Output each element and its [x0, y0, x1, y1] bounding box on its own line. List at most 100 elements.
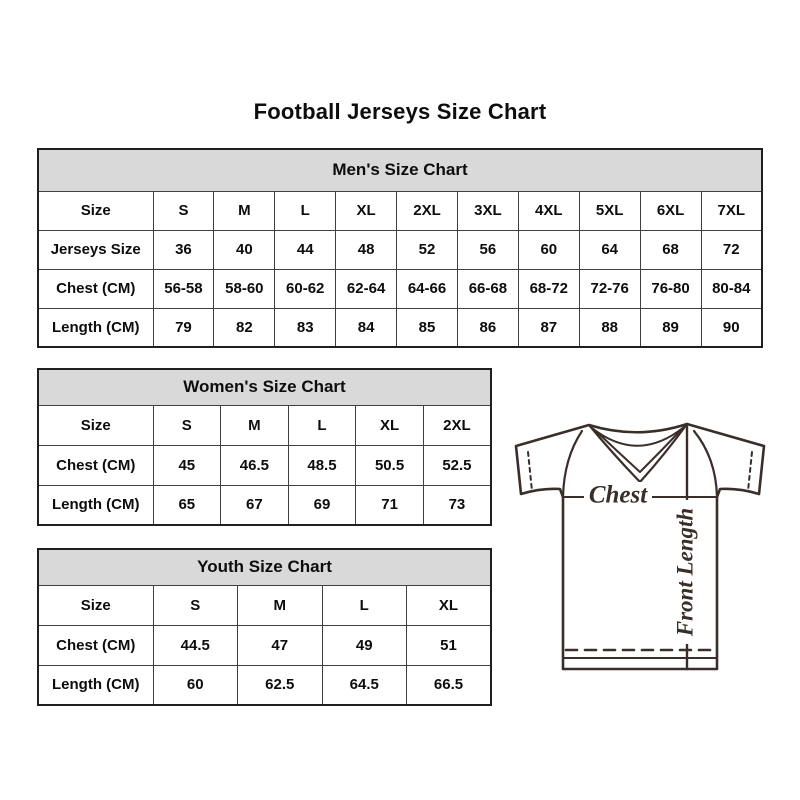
length-cell: 86 — [456, 307, 519, 348]
jerseys-size-cell: 72 — [700, 229, 763, 270]
table-row: Chest (CM) 44.5 47 49 51 — [37, 624, 492, 666]
youth-size-table: Youth Size Chart Size S M L XL Chest (CM… — [37, 548, 492, 706]
jersey-measurement-diagram: Chest Front Length — [498, 405, 783, 685]
length-cell: 60 — [152, 664, 238, 706]
chest-cell: 66-68 — [456, 268, 519, 309]
size-cell: S — [152, 190, 215, 231]
jersey-outline — [514, 422, 766, 671]
mens-size-table: Men's Size Chart Size S M L XL 2XL 3XL 4… — [37, 148, 763, 348]
size-cell: M — [220, 404, 289, 446]
womens-table-header: Women's Size Chart — [37, 368, 492, 406]
length-cell: 87 — [517, 307, 580, 348]
size-cell: M — [237, 584, 323, 626]
chest-cell: 56-58 — [152, 268, 215, 309]
right-cuff-dash — [747, 451, 753, 492]
chest-cell: 80-84 — [700, 268, 763, 309]
row-label-chest: Chest (CM) — [37, 268, 154, 309]
size-cell: 2XL — [396, 190, 458, 231]
chest-cell: 62-64 — [335, 268, 398, 309]
row-label-length: Length (CM) — [37, 484, 154, 526]
jerseys-size-cell: 48 — [335, 229, 398, 270]
chest-cell: 46.5 — [220, 444, 289, 486]
length-cell: 79 — [152, 307, 215, 348]
length-cell: 83 — [274, 307, 337, 348]
length-cell: 88 — [578, 307, 641, 348]
row-label-length: Length (CM) — [37, 664, 154, 706]
table-row: Jerseys Size 36 40 44 48 52 56 60 64 68 … — [37, 229, 763, 270]
size-cell: 2XL — [422, 404, 492, 446]
left-sleeve-seam — [561, 429, 584, 499]
size-cell: 4XL — [517, 190, 580, 231]
size-cell: XL — [335, 190, 398, 231]
size-cell: XL — [355, 404, 424, 446]
jerseys-size-cell: 64 — [578, 229, 641, 270]
length-cell: 62.5 — [237, 664, 323, 706]
mens-table-header: Men's Size Chart — [37, 148, 763, 192]
length-cell: 73 — [422, 484, 492, 526]
table-row: Chest (CM) 56-58 58-60 60-62 62-64 64-66… — [37, 268, 763, 309]
jerseys-size-cell: 44 — [274, 229, 337, 270]
size-cell: M — [213, 190, 276, 231]
collar-inner-arc — [591, 426, 685, 447]
row-label-length: Length (CM) — [37, 307, 154, 348]
chest-cell: 51 — [406, 624, 492, 666]
front-length-label: Front Length — [672, 508, 697, 637]
size-cell: L — [321, 584, 407, 626]
jerseys-size-cell: 36 — [152, 229, 215, 270]
chest-cell: 44.5 — [152, 624, 238, 666]
front-length-label-bg — [672, 500, 702, 644]
table-row: Length (CM) 60 62.5 64.5 66.5 — [37, 664, 492, 706]
chest-cell: 52.5 — [422, 444, 492, 486]
chest-cell: 64-66 — [396, 268, 458, 309]
size-cell: 5XL — [578, 190, 641, 231]
jerseys-size-cell: 68 — [639, 229, 702, 270]
size-cell: 3XL — [456, 190, 519, 231]
row-label-size: Size — [37, 584, 154, 626]
length-cell: 84 — [335, 307, 398, 348]
chest-cell: 60-62 — [274, 268, 337, 309]
length-cell: 90 — [700, 307, 763, 348]
row-label-size: Size — [37, 190, 154, 231]
row-label-chest: Chest (CM) — [37, 624, 154, 666]
jerseys-size-cell: 40 — [213, 229, 276, 270]
chest-cell: 50.5 — [355, 444, 424, 486]
table-row: Chest (CM) 45 46.5 48.5 50.5 52.5 — [37, 444, 492, 486]
chest-label: Chest — [589, 482, 648, 509]
chest-cell: 68-72 — [517, 268, 580, 309]
right-sleeve-seam — [692, 429, 719, 499]
jersey-diagram-svg: Chest Front Length — [514, 422, 766, 671]
womens-size-table: Women's Size Chart Size S M L XL 2XL Che… — [37, 368, 492, 526]
row-label-size: Size — [37, 404, 154, 446]
size-cell: 6XL — [639, 190, 702, 231]
page-title: Football Jerseys Size Chart — [253, 99, 547, 124]
chest-cell: 58-60 — [213, 268, 276, 309]
jerseys-size-cell: 60 — [517, 229, 580, 270]
length-cell: 85 — [396, 307, 458, 348]
jerseys-size-cell: 56 — [456, 229, 519, 270]
table-row: Size S M L XL 2XL — [37, 404, 492, 446]
chest-cell: 47 — [237, 624, 323, 666]
size-cell: XL — [406, 584, 492, 626]
size-cell: 7XL — [700, 190, 763, 231]
chest-label-bg — [584, 482, 652, 510]
size-cell: S — [152, 584, 238, 626]
table-row: Size S M L XL 2XL 3XL 4XL 5XL 6XL 7XL — [37, 190, 763, 231]
length-cell: 89 — [639, 307, 702, 348]
size-cell: L — [274, 190, 337, 231]
length-cell: 82 — [213, 307, 276, 348]
jerseys-size-cell: 52 — [396, 229, 458, 270]
left-cuff-dash — [527, 451, 533, 492]
length-cell: 65 — [152, 484, 222, 526]
chest-cell: 45 — [152, 444, 222, 486]
length-cell: 67 — [220, 484, 289, 526]
chest-cell: 72-76 — [578, 268, 641, 309]
table-row: Length (CM) 65 67 69 71 73 — [37, 484, 492, 526]
size-cell: S — [152, 404, 222, 446]
row-label-chest: Chest (CM) — [37, 444, 154, 486]
table-row: Length (CM) 79 82 83 84 85 86 87 88 89 9… — [37, 307, 763, 348]
chest-cell: 49 — [321, 624, 407, 666]
length-cell: 64.5 — [321, 664, 407, 706]
length-cell: 71 — [355, 484, 424, 526]
chest-cell: 48.5 — [287, 444, 357, 486]
